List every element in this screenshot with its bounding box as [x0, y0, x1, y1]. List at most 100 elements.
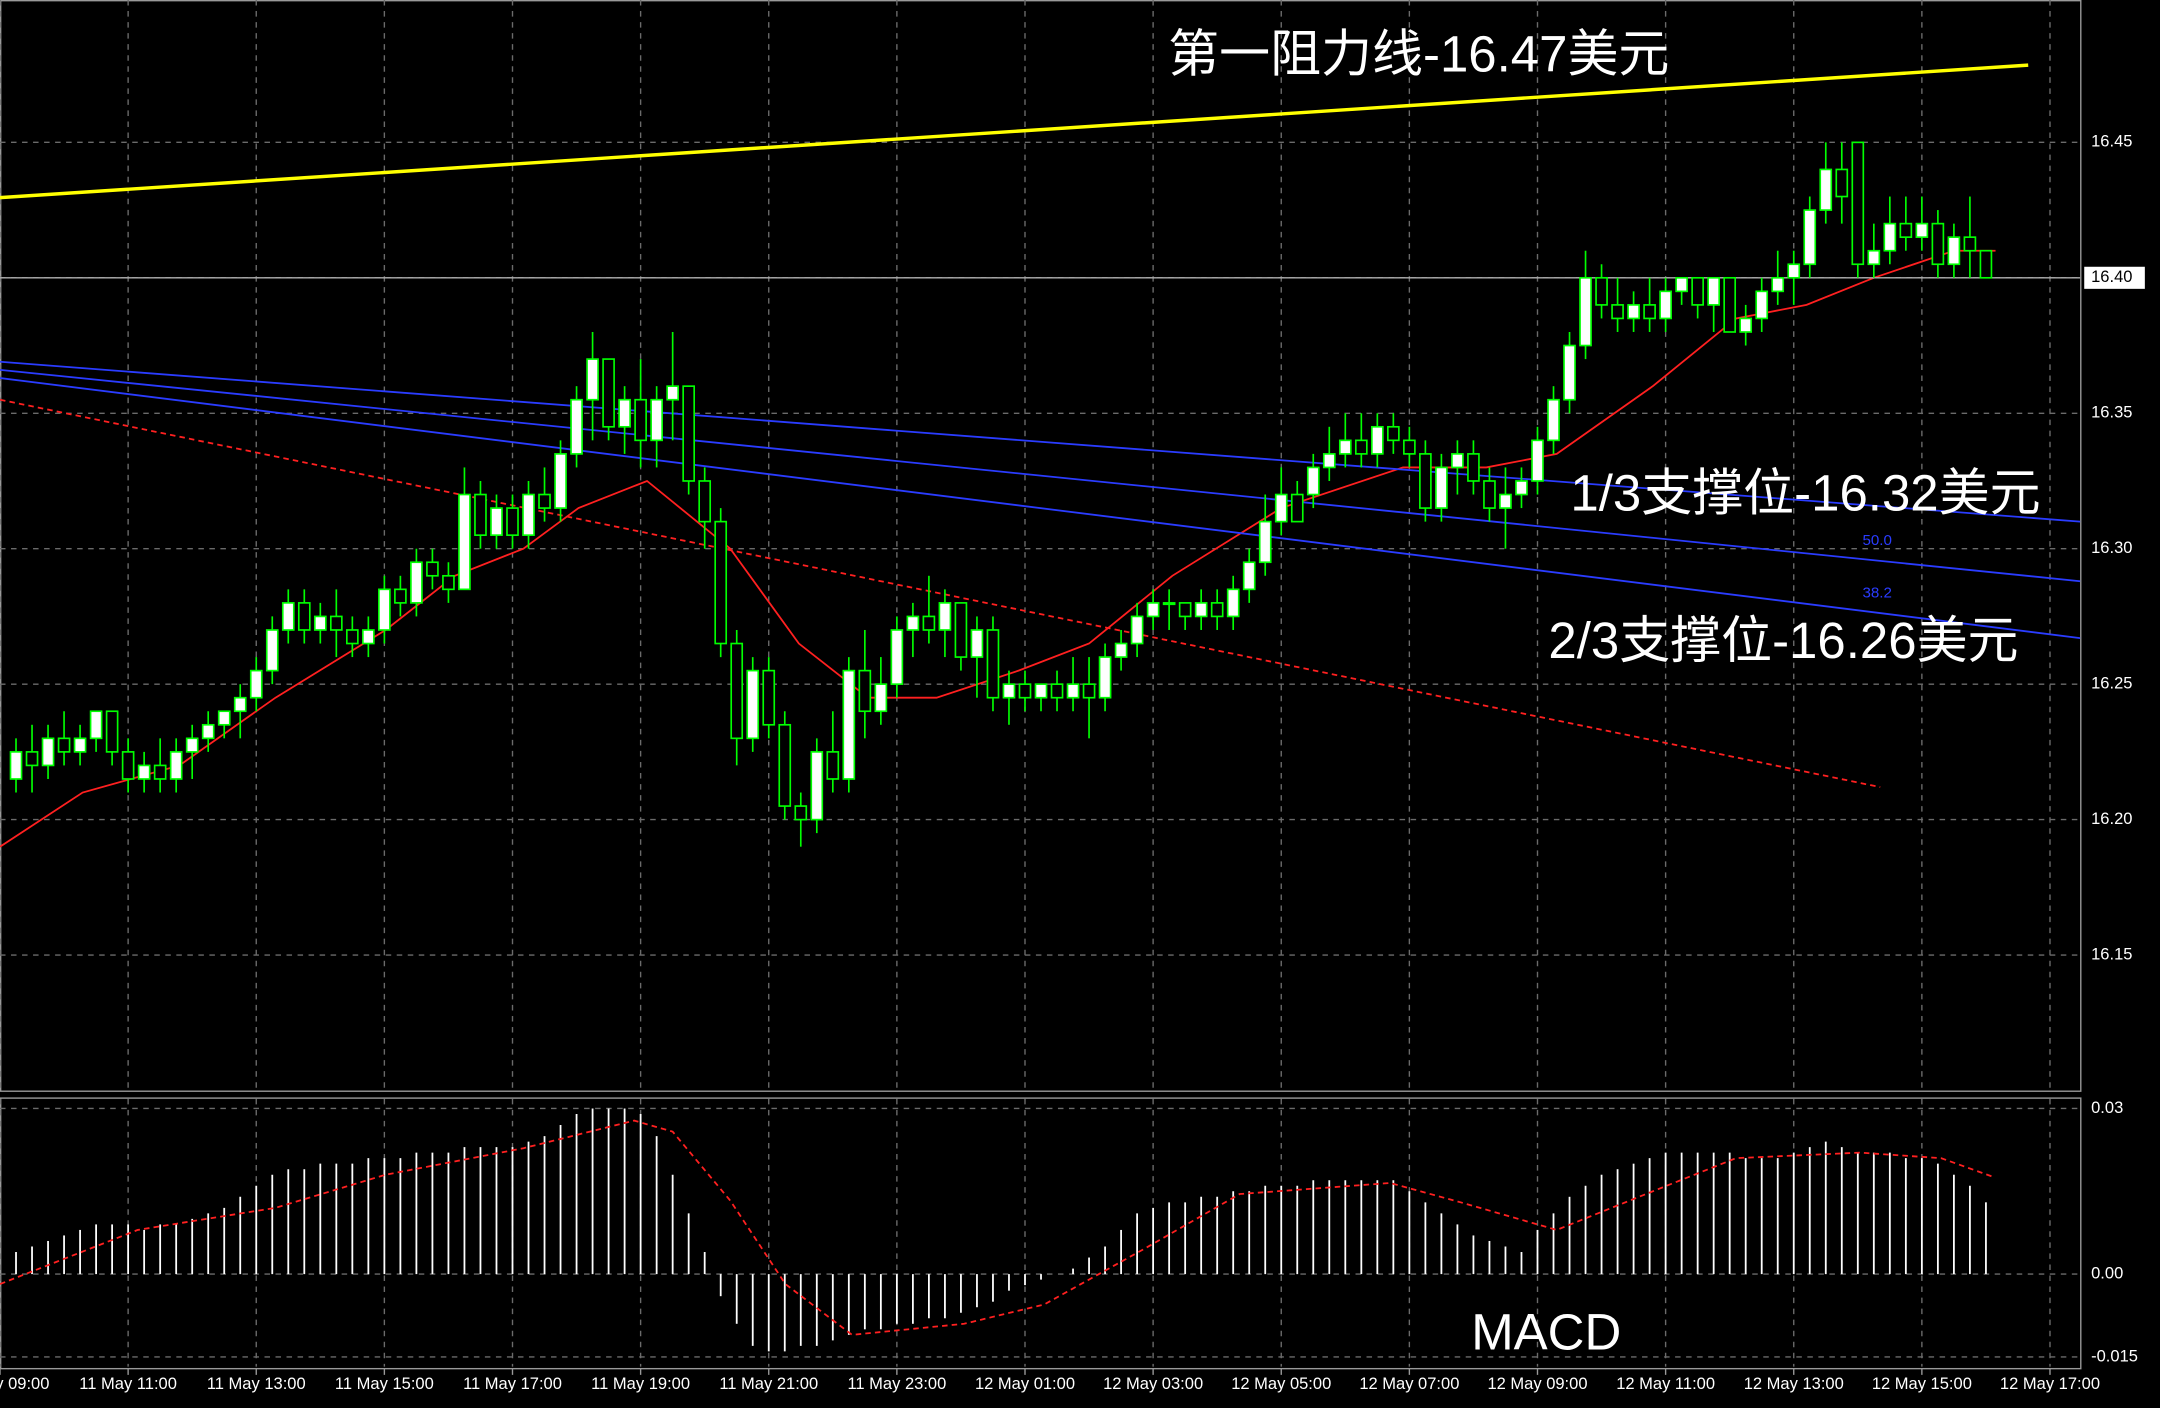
candle-body — [313, 615, 327, 631]
macd-pane-frame — [0, 1097, 2082, 1370]
x-tick-label: 12 May 17:00 — [2000, 1374, 2100, 1393]
candle-body — [121, 751, 135, 780]
candle-body — [1178, 602, 1192, 618]
candle-body — [1066, 683, 1080, 699]
candle-body — [554, 453, 567, 509]
candle-body — [394, 588, 407, 604]
candle-body — [730, 642, 744, 740]
candle-body — [362, 629, 375, 645]
candle-body — [1290, 493, 1304, 523]
candle-body — [1018, 683, 1032, 699]
candle-body — [762, 669, 776, 726]
candle-body — [1899, 222, 1913, 238]
candle-body — [922, 615, 936, 631]
trend-line — [0, 369, 2081, 583]
candle-body — [1691, 276, 1704, 306]
candle-body — [634, 398, 647, 442]
candle-body — [1258, 520, 1272, 564]
candle-body — [1354, 439, 1368, 455]
annotation: 第一阻力线-16.47美元 — [1168, 25, 1669, 82]
x-tick-label: 12 May 07:00 — [1359, 1374, 1459, 1393]
candle-body — [378, 588, 391, 631]
candle-body — [1082, 683, 1096, 699]
candle-body — [1242, 561, 1256, 591]
y-tick-label: 16.15 — [2091, 944, 2132, 963]
candle-body — [522, 493, 535, 536]
trend-line — [0, 63, 2029, 200]
candle-body — [9, 751, 23, 780]
candle-body — [1563, 344, 1576, 401]
candle-body — [794, 805, 808, 821]
candle-body — [1274, 493, 1288, 523]
candle-body — [586, 358, 599, 401]
candle-body — [490, 507, 503, 536]
candle-body — [233, 696, 247, 713]
candle-body — [1210, 602, 1224, 618]
candle-body — [842, 669, 856, 780]
candle-body — [1819, 168, 1833, 211]
candle-body — [874, 683, 888, 713]
fib-label: 50.0 — [1862, 532, 1891, 549]
candle-body — [1531, 439, 1544, 482]
candle-body — [1739, 317, 1753, 333]
y-tick-label: 16.35 — [2091, 403, 2132, 422]
candle-body — [1002, 683, 1016, 699]
candle-body — [1338, 439, 1352, 455]
candle-body — [602, 358, 615, 428]
candle-body — [1979, 249, 1993, 279]
candle-body — [1483, 480, 1496, 509]
y-tick-label: 16.20 — [2091, 809, 2132, 828]
candle-body — [970, 629, 984, 658]
candle-body — [1579, 276, 1592, 347]
x-tick-label: 12 May 03:00 — [1103, 1374, 1203, 1393]
candle-body — [249, 669, 263, 699]
candle-body — [217, 710, 231, 726]
candle-body — [810, 751, 824, 821]
x-tick-label: 12 May 05:00 — [1231, 1374, 1331, 1393]
candle-body — [281, 602, 295, 631]
candle-body — [1515, 480, 1528, 496]
candle-body — [826, 751, 840, 780]
x-tick-label: 12 May 01:00 — [975, 1374, 1075, 1393]
candle-body — [1114, 642, 1128, 658]
y-tick-label: 0.03 — [2091, 1098, 2123, 1117]
candle-body — [1947, 236, 1961, 266]
candle-body — [137, 764, 151, 780]
candle-body — [25, 751, 39, 767]
candle-body — [506, 507, 519, 536]
y-tick-label: 16.25 — [2091, 674, 2132, 693]
candle-body — [666, 385, 679, 401]
candle-body — [1755, 290, 1769, 320]
candle-body — [1162, 602, 1176, 606]
candle-body — [906, 615, 920, 631]
candle-body — [329, 615, 343, 631]
signal-line — [0, 1119, 1996, 1336]
candle-body — [1098, 656, 1112, 699]
candle-body — [890, 629, 904, 685]
current-price-label: 16.40 — [2091, 267, 2132, 286]
candle-body — [1034, 683, 1048, 699]
candle-body — [1306, 466, 1320, 496]
candle-body — [1467, 453, 1480, 482]
candle-body — [1963, 236, 1977, 252]
candle-body — [1547, 398, 1560, 442]
candle-body — [1883, 222, 1897, 252]
candle-body — [1435, 466, 1448, 509]
candle-body — [1835, 168, 1849, 198]
candle-body — [1050, 683, 1064, 699]
annotation: 2/3支撑位-16.26美元 — [1548, 612, 2018, 669]
indicator-label: MACD — [1471, 1304, 1621, 1361]
candle-body — [1611, 304, 1624, 320]
candle-body — [1451, 453, 1464, 469]
y-tick-label: 16.30 — [2091, 538, 2132, 557]
trend-line — [0, 377, 2081, 639]
trend-line — [0, 398, 1881, 788]
candle-body — [1387, 425, 1400, 442]
candle-body — [986, 629, 1000, 699]
candle-body — [297, 602, 311, 631]
candle-body — [858, 669, 872, 713]
candle-body — [426, 561, 439, 577]
candle-body — [1627, 304, 1640, 320]
